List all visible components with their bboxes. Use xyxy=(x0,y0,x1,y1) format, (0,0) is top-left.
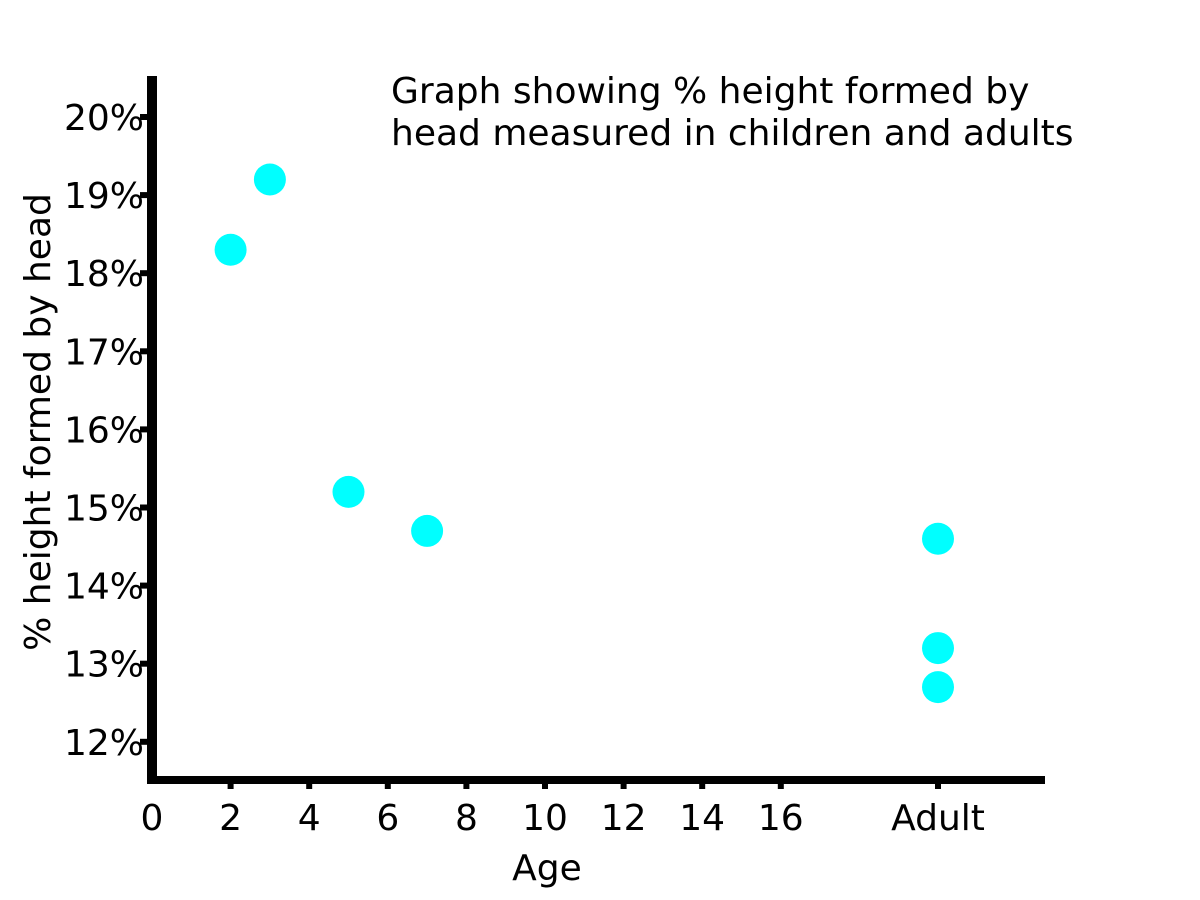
x-tick-mark xyxy=(463,782,470,789)
y-tick-mark xyxy=(140,114,150,120)
data-points xyxy=(214,163,954,704)
data-point xyxy=(214,233,247,266)
x-tick-mark xyxy=(699,782,706,789)
x-tick-mark xyxy=(935,782,941,789)
y-tick-label: 13% xyxy=(64,645,144,686)
x-axis-label: Age xyxy=(512,848,582,889)
y-tick-label: 17% xyxy=(64,332,144,373)
x-tick-label: 0 xyxy=(141,798,164,839)
y-tick-label: 16% xyxy=(64,410,144,451)
x-tick-label: 10 xyxy=(522,798,568,839)
y-tick-mark xyxy=(140,192,150,199)
x-tick-label: 14 xyxy=(679,798,725,839)
data-point xyxy=(922,632,954,665)
x-tick-mark xyxy=(227,782,234,789)
x-tick-mark xyxy=(542,782,548,789)
data-point xyxy=(922,671,954,704)
y-tick-label: 18% xyxy=(64,254,144,295)
y-tick-mark xyxy=(140,426,150,433)
y-tick-mark xyxy=(140,582,150,589)
x-tick-label: 2 xyxy=(219,798,242,839)
x-tick-label: 6 xyxy=(376,798,399,839)
x-tick-mark xyxy=(777,782,784,789)
data-point xyxy=(922,522,954,555)
y-tick-label: 15% xyxy=(64,489,144,530)
y-tick-mark xyxy=(140,504,150,511)
y-tick-label: 12% xyxy=(64,723,144,764)
x-tick-label: 8 xyxy=(455,798,478,839)
x-tick-mark xyxy=(384,782,391,789)
y-tick-mark xyxy=(140,270,150,277)
y-tick-mark xyxy=(140,348,150,355)
y-tick-mark xyxy=(140,660,150,667)
axes xyxy=(147,76,1045,784)
x-axis-line xyxy=(147,776,1045,784)
chart-title-line: head measured in children and adults xyxy=(391,113,1074,154)
y-axis-line xyxy=(147,76,157,784)
x-axis-ticks: 0 2 4 6 8 10 12 14 16 Adult xyxy=(141,782,985,839)
y-tick-label: 20% xyxy=(64,98,144,139)
x-tick-label: Adult xyxy=(891,798,985,839)
x-tick-label: 12 xyxy=(601,798,647,839)
x-tick-mark xyxy=(306,782,313,789)
x-tick-label: 4 xyxy=(298,798,321,839)
y-tick-label: 14% xyxy=(64,567,144,608)
data-point xyxy=(253,163,286,196)
y-axis-label: % height formed by head xyxy=(18,193,59,651)
data-point xyxy=(332,475,365,508)
x-tick-mark xyxy=(620,782,627,789)
y-tick-mark xyxy=(140,738,150,745)
x-tick-label: 16 xyxy=(758,798,804,839)
data-point xyxy=(411,514,444,547)
y-tick-label: 19% xyxy=(64,176,144,217)
chart-title-line: Graph showing % height formed by xyxy=(391,71,1029,112)
y-axis-ticks: 12% 13% 14% 15% 16% 17% 18% 19% 20% xyxy=(64,98,150,764)
